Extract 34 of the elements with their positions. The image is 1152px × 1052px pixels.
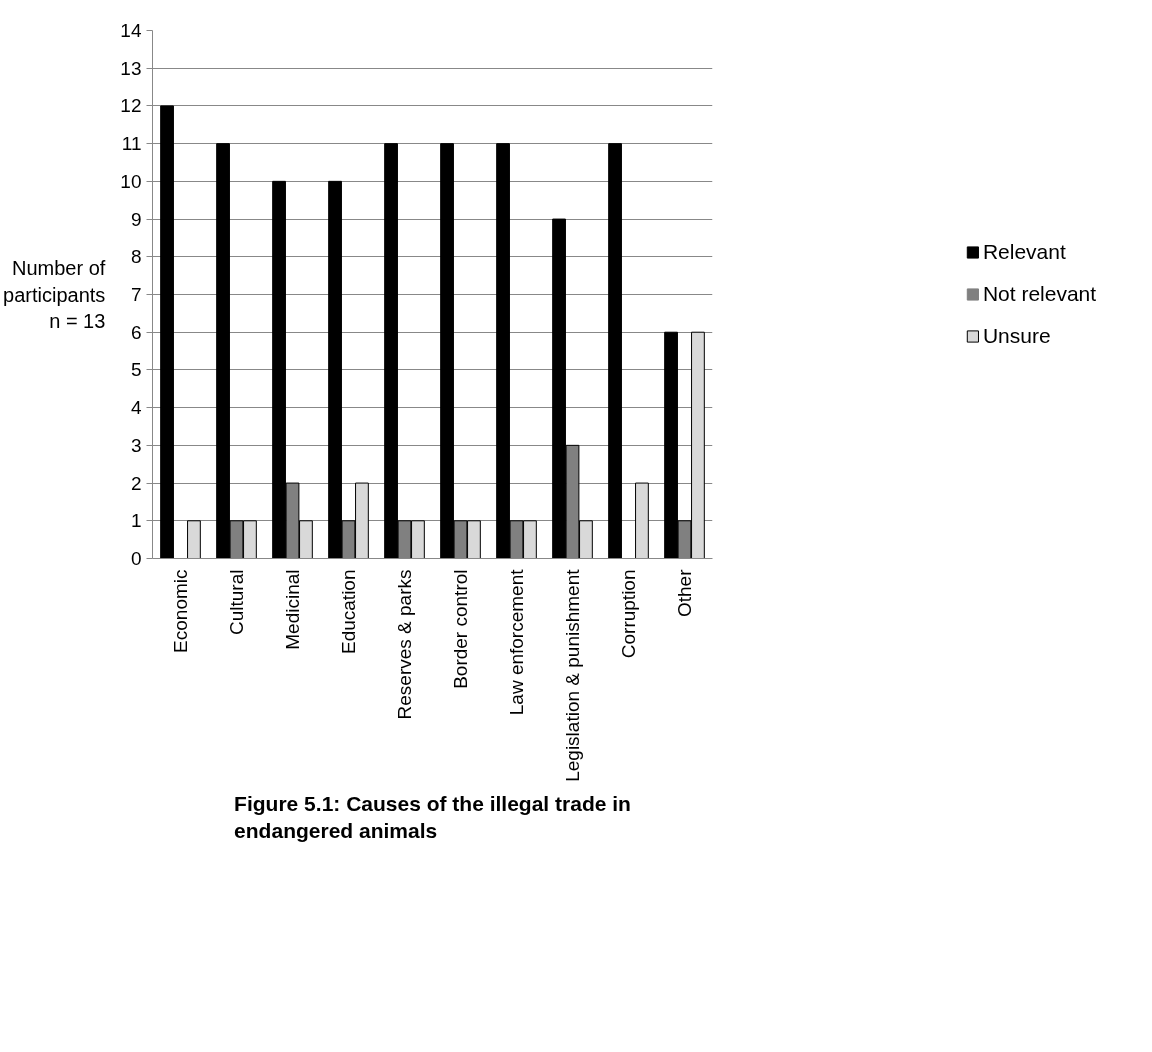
y-tick-label: 9 — [130, 208, 142, 230]
y-tick-label: 10 — [120, 170, 142, 192]
y-axis-title: Number of participants n = 13 — [3, 257, 106, 332]
y-tick-label: 13 — [120, 57, 142, 79]
y-tick-label: 6 — [130, 321, 142, 343]
y-tick-label: 3 — [130, 434, 142, 456]
y-tick-label: 12 — [120, 95, 142, 117]
x-tick-label: Economic — [170, 569, 191, 653]
y-tick-label: 0 — [130, 548, 142, 569]
legend-label: Relevant — [982, 240, 1066, 264]
x-tick-label: Law enforcement — [506, 568, 527, 716]
x-tick-label: Cultural — [226, 569, 247, 635]
x-tick-label: Other — [674, 568, 695, 618]
bar — [187, 520, 201, 559]
text: Figure 5.1: Causes of the illegal trade in endangered animals — [234, 791, 631, 843]
x-tick-label: Corruption — [618, 569, 639, 659]
bar — [608, 143, 622, 559]
x-tick-label: Reserves & parks — [394, 569, 415, 720]
bar — [635, 482, 649, 559]
x-tick-label: Medicinal — [282, 569, 303, 650]
y-tick-label: 14 — [120, 20, 142, 41]
x-tick-label: Education — [338, 569, 359, 655]
y-tick-label: 4 — [130, 397, 142, 419]
bar — [160, 105, 174, 559]
y-tick-label: 7 — [130, 284, 142, 305]
legend-label: Not relevant — [982, 282, 1097, 306]
y-tick-label: 11 — [121, 133, 142, 155]
legend-label: Unsure — [982, 324, 1051, 348]
y-tick-label: 2 — [130, 472, 142, 494]
x-tick-label: Border control — [450, 569, 471, 689]
x-tick-label: Legislation & punishment — [562, 568, 583, 782]
y-tick-label: 5 — [130, 359, 142, 381]
y-tick-label: 8 — [130, 246, 142, 268]
y-tick-label: 1 — [130, 510, 142, 532]
